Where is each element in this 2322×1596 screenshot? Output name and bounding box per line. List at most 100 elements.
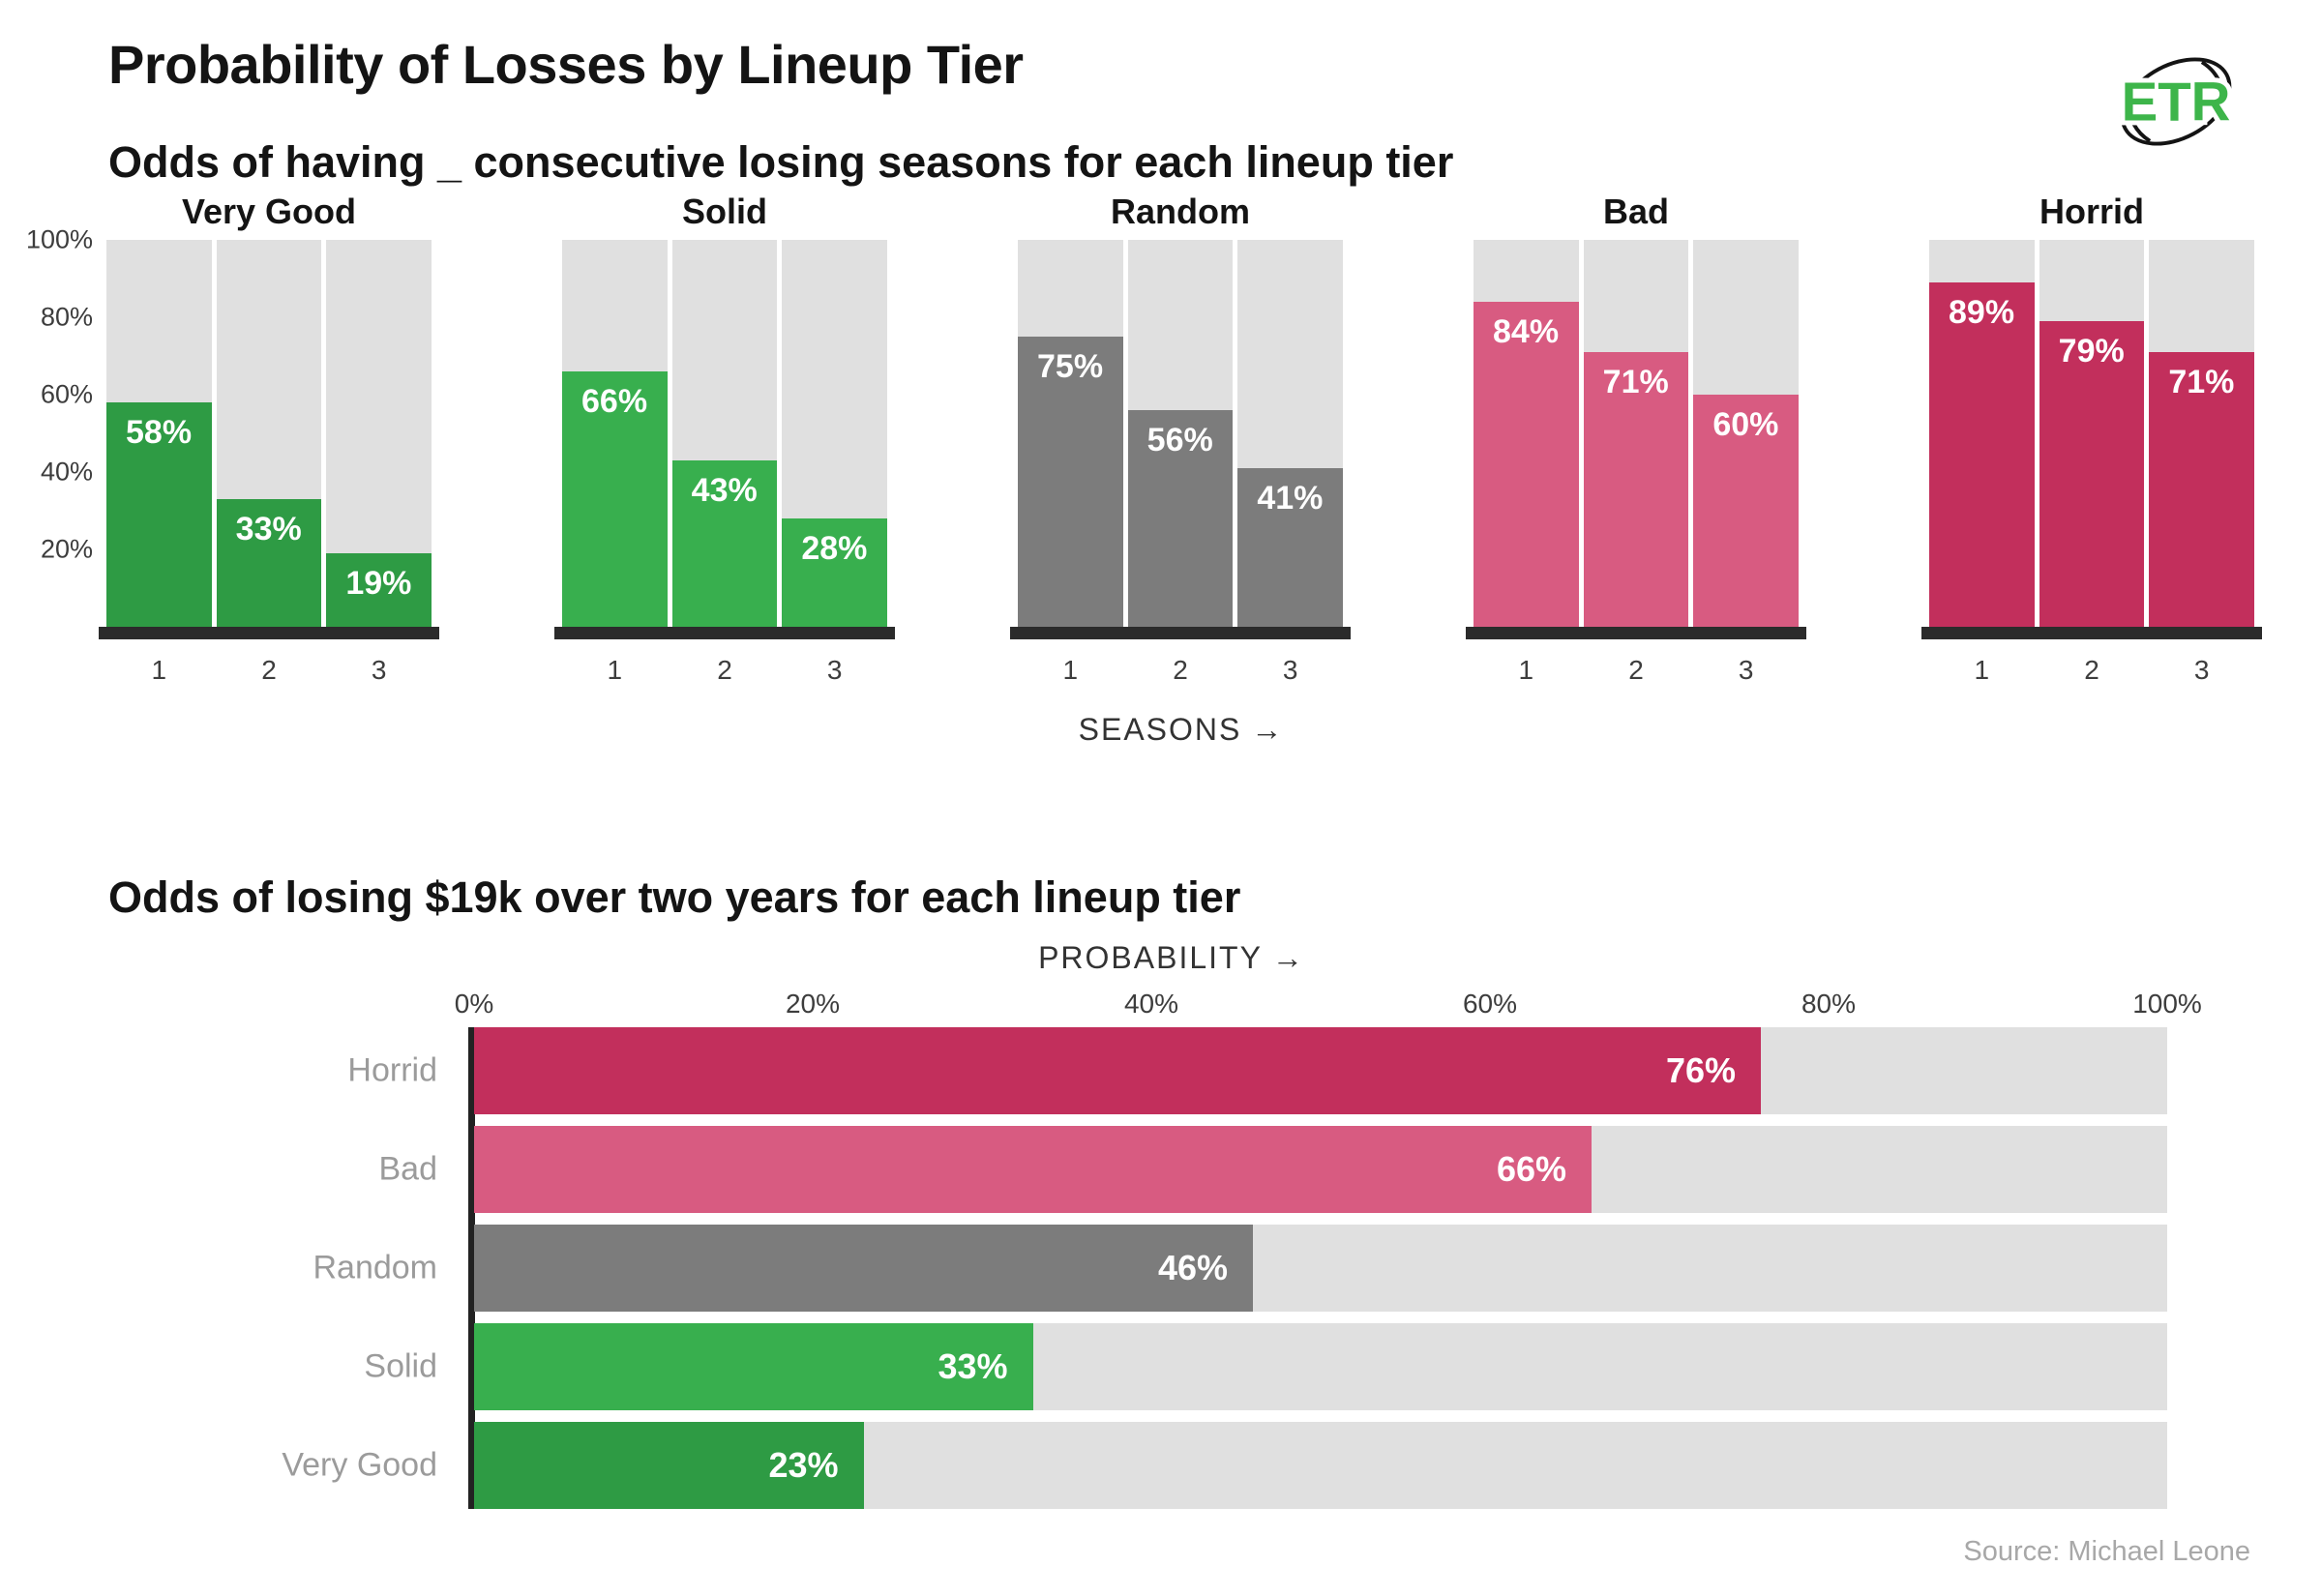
right-arrow-icon: → bbox=[1272, 940, 1303, 975]
row-label-bad: Bad bbox=[0, 1151, 437, 1189]
bar-solid-season-1: 66% bbox=[562, 371, 668, 627]
bar-track-solid-2: 43% bbox=[672, 240, 778, 627]
row-very-good: Very Good 23% bbox=[0, 1422, 2322, 1509]
x-tick-row: 123 bbox=[1474, 655, 1799, 686]
x-tick-1: 1 bbox=[1929, 655, 2035, 686]
row-label-solid: Solid bbox=[0, 1348, 437, 1386]
bar-track-very-good-1: 58% bbox=[106, 240, 212, 627]
bar-value-label: 84% bbox=[1493, 313, 1559, 351]
probability-axis-text: PROBABILITY bbox=[1038, 940, 1263, 975]
source-credit: Source: Michael Leone bbox=[1963, 1536, 2250, 1568]
bottom-x-tick-60: 60% bbox=[1463, 989, 1517, 1020]
infographic-root: Probability of Losses by Lineup Tier ETR… bbox=[0, 0, 2322, 1596]
mini-chart-very-good: Very Good58%33%19%123 bbox=[106, 193, 432, 686]
x-axis-baseline bbox=[99, 627, 439, 639]
bar-value-label: 71% bbox=[1603, 364, 1669, 401]
row-horrid: Horrid 76% bbox=[0, 1027, 2322, 1114]
seasons-axis-label: SEASONS→ bbox=[106, 712, 2254, 748]
bar-value-label: 60% bbox=[1712, 406, 1778, 444]
bar-random-season-3: 41% bbox=[1237, 468, 1343, 627]
x-axis-baseline bbox=[554, 627, 895, 639]
mini-chart-plot: 89% 79% 71% bbox=[1929, 240, 2254, 627]
row-value-label: 66% bbox=[1497, 1149, 1566, 1190]
bar-value-label: 79% bbox=[2059, 333, 2125, 370]
mini-chart-plot: 58% 33% 19% bbox=[106, 240, 432, 627]
row-track-very-good: 23% bbox=[474, 1422, 2167, 1509]
top-section-subtitle: Odds of having _ consecutive losing seas… bbox=[108, 137, 1453, 188]
x-tick-row: 123 bbox=[562, 655, 887, 686]
etr-logo: ETR bbox=[2105, 43, 2247, 161]
mini-chart-bad: Bad 84% 71% 60% 123 bbox=[1474, 193, 1799, 686]
x-tick-row: 123 bbox=[1018, 655, 1343, 686]
bottom-x-tick-100: 100% bbox=[2132, 989, 2202, 1020]
bottom-x-tick-0: 0% bbox=[455, 989, 493, 1020]
row-value-label: 23% bbox=[768, 1445, 838, 1486]
bar-bad-season-1: 84% bbox=[1474, 302, 1579, 627]
row-value-label: 76% bbox=[1666, 1050, 1736, 1091]
mini-chart-plot: 75%56%41% bbox=[1018, 240, 1343, 627]
x-tick-2: 2 bbox=[2039, 655, 2145, 686]
bar-very-good-season-1: 58% bbox=[106, 402, 212, 627]
row-track-random: 46% bbox=[474, 1225, 2167, 1312]
small-multiples: 100%80%60%40%20% Very Good58%33%19%123So… bbox=[34, 193, 2254, 686]
row-solid: Solid 33% bbox=[0, 1323, 2322, 1410]
bar-very-good-season-2: 33% bbox=[217, 499, 322, 627]
x-axis-baseline bbox=[1010, 627, 1351, 639]
mini-chart-title: Bad bbox=[1474, 193, 1799, 240]
bar-track-random-3: 41% bbox=[1237, 240, 1343, 627]
row-random: Random46% bbox=[0, 1225, 2322, 1312]
x-tick-3: 3 bbox=[1237, 655, 1343, 686]
mini-chart-title: Solid bbox=[562, 193, 887, 240]
x-tick-row: 123 bbox=[106, 655, 432, 686]
bar-track-very-good-2: 33% bbox=[217, 240, 322, 627]
bar-track-horrid-1: 89% bbox=[1929, 240, 2035, 627]
bar-horrid-season-3: 71% bbox=[2149, 352, 2254, 627]
bar-random-season-2: 56% bbox=[1128, 410, 1234, 627]
bottom-x-tick-80: 80% bbox=[1801, 989, 1856, 1020]
bar-bad-season-2: 71% bbox=[1584, 352, 1689, 627]
probability-axis-label: PROBABILITY → bbox=[474, 940, 1867, 976]
mini-charts-row: Very Good58%33%19%123Solid66%43%28%123Ra… bbox=[106, 193, 2254, 686]
bar-random-season-1: 75% bbox=[1018, 337, 1123, 627]
bar-track-bad-1: 84% bbox=[1474, 240, 1579, 627]
bar-track-very-good-3: 19% bbox=[326, 240, 432, 627]
x-tick-2: 2 bbox=[1584, 655, 1689, 686]
row-label-very-good: Very Good bbox=[0, 1447, 437, 1485]
mini-chart-solid: Solid66%43%28%123 bbox=[562, 193, 887, 686]
y-axis-tick-40: 40% bbox=[41, 458, 93, 488]
row-bad: Bad 66% bbox=[0, 1126, 2322, 1213]
bar-horrid-season-2: 79% bbox=[2039, 321, 2145, 627]
bar-track-horrid-3: 71% bbox=[2149, 240, 2254, 627]
x-tick-3: 3 bbox=[326, 655, 432, 686]
row-value-label: 46% bbox=[1158, 1248, 1228, 1288]
bar-track-bad-2: 71% bbox=[1584, 240, 1689, 627]
row-label-horrid: Horrid bbox=[0, 1052, 437, 1090]
bar-value-label: 19% bbox=[345, 565, 411, 603]
x-axis-baseline bbox=[1466, 627, 1806, 639]
row-track-bad: 66% bbox=[474, 1126, 2167, 1213]
x-tick-1: 1 bbox=[1018, 655, 1123, 686]
mini-chart-title: Horrid bbox=[1929, 193, 2254, 240]
bar-track-random-2: 56% bbox=[1128, 240, 1234, 627]
bar-value-label: 58% bbox=[126, 414, 192, 452]
x-tick-2: 2 bbox=[672, 655, 778, 686]
x-tick-3: 3 bbox=[1693, 655, 1799, 686]
bar-value-label: 71% bbox=[2168, 364, 2234, 401]
bar-value-label: 89% bbox=[1949, 294, 2014, 332]
bar-track-solid-1: 66% bbox=[562, 240, 668, 627]
bar-bad-season-3: 60% bbox=[1693, 395, 1799, 627]
mini-chart-plot: 66%43%28% bbox=[562, 240, 887, 627]
logo-text: ETR bbox=[2122, 71, 2231, 132]
mini-chart-plot: 84% 71% 60% bbox=[1474, 240, 1799, 627]
row-track-solid: 33% bbox=[474, 1323, 2167, 1410]
row-bar-very-good: 23% bbox=[474, 1422, 864, 1509]
y-axis-tick-60: 60% bbox=[41, 380, 93, 410]
row-value-label: 33% bbox=[938, 1346, 1007, 1387]
y-axis-tick-100: 100% bbox=[26, 225, 93, 255]
bar-solid-season-3: 28% bbox=[782, 518, 887, 627]
x-tick-row: 123 bbox=[1929, 655, 2254, 686]
bar-horrid-season-1: 89% bbox=[1929, 282, 2035, 627]
row-bar-random: 46% bbox=[474, 1225, 1253, 1312]
mini-chart-horrid: Horrid 89% 79% 71% 123 bbox=[1929, 193, 2254, 686]
x-tick-1: 1 bbox=[106, 655, 212, 686]
